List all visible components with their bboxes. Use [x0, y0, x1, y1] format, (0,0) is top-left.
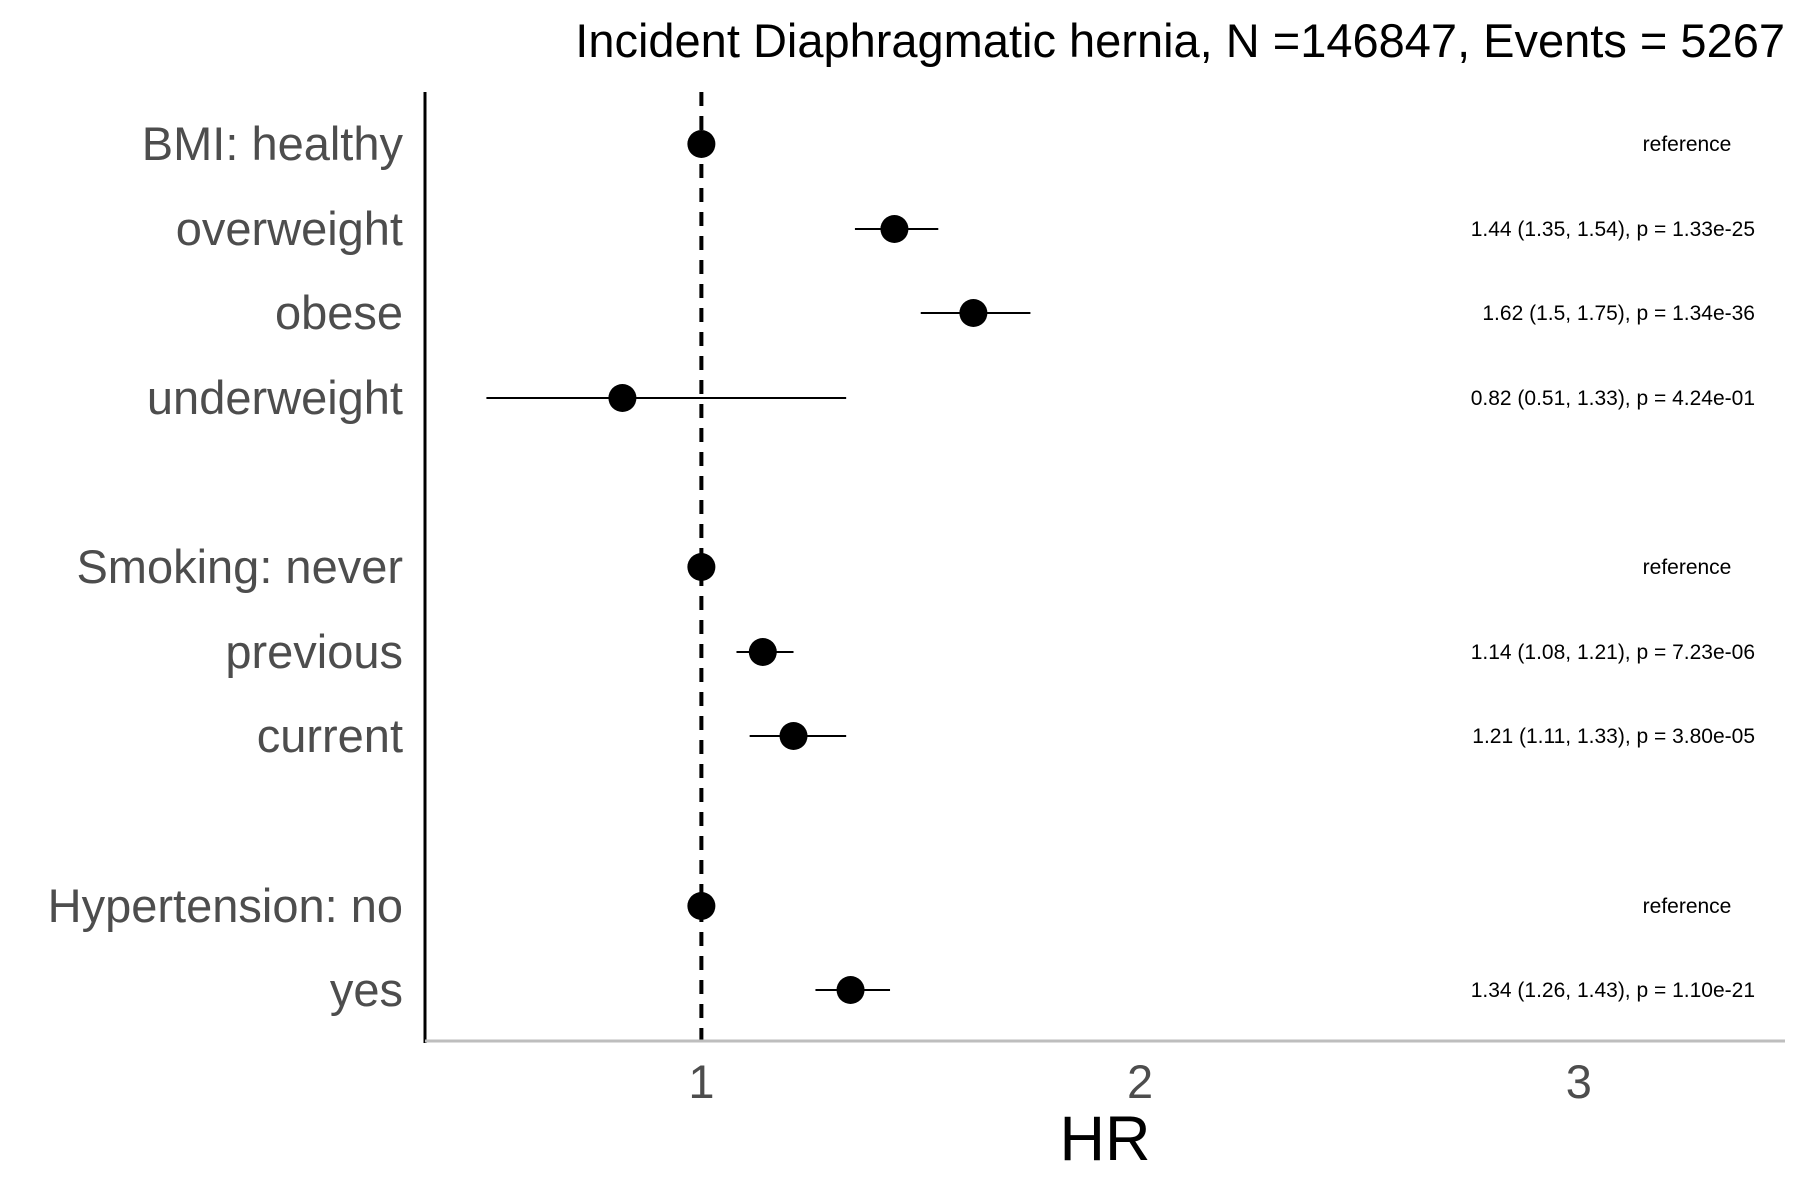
axes-layer [423, 92, 1785, 1043]
row-label: Hypertension: no [48, 879, 403, 932]
hr-point [748, 638, 777, 666]
chart-title: Incident Diaphragmatic hernia, N =146847… [575, 14, 1785, 67]
x-tick-label: 1 [688, 1055, 714, 1108]
reference-annotation: reference [1643, 895, 1732, 918]
reference-annotation: reference [1643, 556, 1732, 579]
hr-point [959, 299, 988, 327]
x-tick-layer: 1 2 3 [688, 1055, 1592, 1108]
annotation-layer: reference 1.44 (1.35, 1.54), p = 1.33e-25… [1471, 133, 1755, 1002]
hr-annotation: 1.62 (1.5, 1.75), p = 1.34e-36 [1482, 302, 1755, 325]
point-layer [608, 130, 988, 1004]
hr-point [880, 215, 909, 243]
hr-point [836, 976, 865, 1004]
hr-point [687, 892, 716, 920]
hr-point [779, 722, 808, 750]
row-label: obese [275, 286, 403, 339]
hr-annotation: 1.44 (1.35, 1.54), p = 1.33e-25 [1471, 218, 1755, 241]
hr-point [687, 553, 716, 581]
row-label: BMI: healthy [142, 117, 404, 170]
hr-annotation: 1.34 (1.26, 1.43), p = 1.10e-21 [1471, 979, 1755, 1002]
confidence-interval-layer [486, 228, 1031, 991]
hr-point [687, 130, 716, 158]
reference-annotation: reference [1643, 133, 1732, 156]
hr-annotation: 1.21 (1.11, 1.33), p = 3.80e-05 [1472, 725, 1755, 748]
row-label: overweight [176, 202, 403, 255]
row-label: yes [330, 963, 403, 1016]
hr-annotation: 1.14 (1.08, 1.21), p = 7.23e-06 [1471, 641, 1755, 664]
x-tick-label: 3 [1566, 1055, 1592, 1108]
x-tick-label: 2 [1127, 1055, 1153, 1108]
x-axis-title: HR [1060, 1104, 1151, 1174]
row-label-layer: BMI: healthy overweight obese underweight Sm… [48, 117, 404, 1016]
row-label: current [257, 709, 403, 762]
hr-annotation: 0.82 (0.51, 1.33), p = 4.24e-01 [1471, 387, 1755, 410]
row-label: Smoking: never [76, 540, 403, 593]
row-label: previous [225, 625, 403, 678]
hr-point [608, 384, 637, 412]
row-label: underweight [147, 371, 403, 424]
